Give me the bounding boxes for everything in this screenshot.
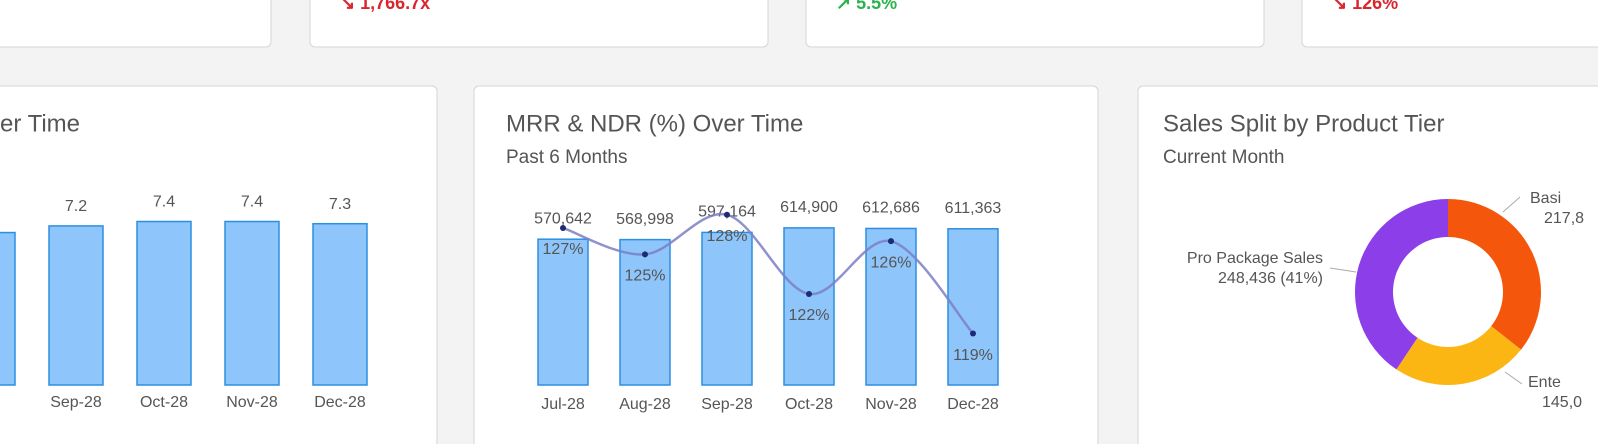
value-label: 611,363 xyxy=(945,200,1002,217)
segment-value: 217,8 xyxy=(1544,210,1584,227)
segment-label: Basi xyxy=(1530,190,1561,207)
line-point xyxy=(806,290,812,297)
segment-value: 145,0 xyxy=(1542,394,1582,411)
value-label: 128% xyxy=(707,228,748,245)
bar xyxy=(783,227,835,386)
segment-value: 248,436 (41%) xyxy=(1218,270,1323,287)
bar xyxy=(865,227,917,386)
line-point xyxy=(888,238,894,245)
leader-line xyxy=(1504,371,1523,385)
bar xyxy=(537,238,589,386)
segment-label: Ente xyxy=(1528,374,1561,391)
line-point xyxy=(560,224,566,231)
chart-subtitle: Past 6 Months xyxy=(506,147,627,168)
value-label: 125% xyxy=(625,268,666,285)
donut-segment xyxy=(1354,199,1448,370)
x-tick-label: Oct-28 xyxy=(785,396,833,413)
x-tick-label: Dec-28 xyxy=(947,396,999,413)
bar xyxy=(224,220,280,386)
bar xyxy=(619,238,671,386)
kpi-card xyxy=(309,0,769,48)
kpi-card xyxy=(805,0,1265,48)
value-label: 7.3 xyxy=(329,196,351,213)
kpi-card xyxy=(0,0,272,48)
x-tick-label: Nov-28 xyxy=(865,396,917,413)
kpi-card xyxy=(1301,0,1598,48)
chart-title: MRR & NDR (%) Over Time xyxy=(506,110,803,137)
bar xyxy=(0,231,16,386)
value-label: 570,642 xyxy=(534,210,592,227)
x-tick-label: Jul-28 xyxy=(541,396,585,413)
segment-label: Pro Package Sales xyxy=(1187,250,1323,267)
value-label: 126% xyxy=(871,254,912,271)
donut-segment xyxy=(1396,326,1522,386)
value-label: 122% xyxy=(789,307,830,324)
bar xyxy=(136,220,192,386)
x-tick-label: Sep-28 xyxy=(50,394,102,411)
value-label: 127% xyxy=(543,241,584,258)
line-point xyxy=(724,211,730,218)
x-tick-label: Oct-28 xyxy=(140,394,188,411)
bar xyxy=(701,231,753,386)
value-label: 7.4 xyxy=(241,194,263,211)
line-point xyxy=(642,251,648,258)
x-tick-label: Aug-28 xyxy=(619,396,671,413)
chart-title: er Time xyxy=(0,110,80,137)
bar xyxy=(312,222,368,386)
bar xyxy=(48,225,104,386)
value-label: 568,998 xyxy=(616,211,674,228)
value-label: 614,900 xyxy=(780,199,838,216)
value-label: 612,686 xyxy=(862,200,920,217)
bar xyxy=(947,228,999,386)
x-tick-label: Sep-28 xyxy=(701,396,753,413)
x-tick-label: Dec-28 xyxy=(314,394,366,411)
x-tick-label: Nov-28 xyxy=(226,394,278,411)
chart-title: Sales Split by Product Tier xyxy=(1163,110,1444,137)
line-point xyxy=(970,330,976,337)
leader-line xyxy=(1502,196,1521,213)
value-label: 7.2 xyxy=(65,198,87,215)
chart-subtitle: Current Month xyxy=(1163,147,1284,168)
kpi-value: ↘ 126% xyxy=(1332,0,1398,13)
value-label: 119% xyxy=(953,347,993,364)
value-label: 7.4 xyxy=(153,194,175,211)
kpi-value: ↘ 1,766.7x xyxy=(340,0,430,13)
leader-line xyxy=(1329,267,1357,273)
kpi-value: ↗ 5.5% xyxy=(836,0,897,13)
donut-segment xyxy=(1448,199,1542,350)
